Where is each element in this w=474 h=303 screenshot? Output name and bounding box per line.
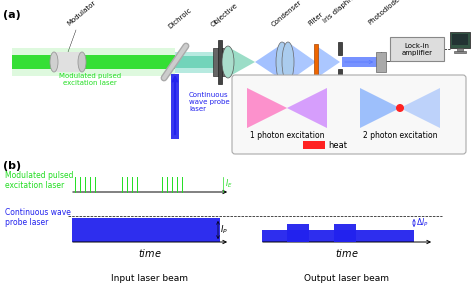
Text: $I_E$: $I_E$ <box>225 178 233 191</box>
Bar <box>338 42 342 55</box>
Polygon shape <box>400 88 440 128</box>
Text: Modulated pulsed
excitation laser: Modulated pulsed excitation laser <box>59 73 121 86</box>
Circle shape <box>396 104 404 112</box>
Polygon shape <box>318 47 340 77</box>
Text: $\it{time}$: $\it{time}$ <box>335 247 359 259</box>
Text: Output laser beam: Output laser beam <box>304 274 390 283</box>
Bar <box>175 52 220 72</box>
Text: Objective: Objective <box>210 2 238 28</box>
Bar <box>376 52 386 72</box>
Ellipse shape <box>276 42 288 82</box>
Ellipse shape <box>78 52 86 72</box>
Polygon shape <box>289 43 316 81</box>
Bar <box>287 224 309 242</box>
Text: Dichroic: Dichroic <box>167 7 193 30</box>
Text: (b): (b) <box>3 161 21 171</box>
Text: Modulator: Modulator <box>66 0 98 27</box>
Polygon shape <box>287 88 327 128</box>
Bar <box>54 52 82 72</box>
Bar <box>457 48 463 51</box>
Bar <box>12 48 175 76</box>
Text: Continuous wave
probe laser: Continuous wave probe laser <box>5 208 71 227</box>
Polygon shape <box>360 88 400 128</box>
Ellipse shape <box>222 46 234 78</box>
Text: Photodiode: Photodiode <box>367 0 401 26</box>
Bar <box>334 224 356 242</box>
Bar <box>390 37 444 61</box>
Bar <box>450 32 470 48</box>
Polygon shape <box>255 42 285 82</box>
Text: $\Delta I_P$: $\Delta I_P$ <box>416 217 428 229</box>
Bar <box>175 56 220 68</box>
Bar <box>171 74 179 139</box>
Polygon shape <box>287 88 327 128</box>
Bar <box>12 55 175 69</box>
Polygon shape <box>230 48 255 76</box>
Text: heat: heat <box>328 141 347 149</box>
Bar <box>72 218 220 242</box>
Bar <box>454 51 466 53</box>
Bar <box>303 141 325 149</box>
Text: $I_P$: $I_P$ <box>220 224 228 236</box>
FancyBboxPatch shape <box>232 75 466 154</box>
Ellipse shape <box>282 42 294 82</box>
Bar <box>213 48 227 76</box>
Text: Lock-in
amplifier: Lock-in amplifier <box>401 42 432 55</box>
Text: Continuous
wave probe
laser: Continuous wave probe laser <box>189 92 229 112</box>
Bar <box>218 40 222 84</box>
Bar <box>452 34 468 45</box>
Text: Modulated pulsed
excitation laser: Modulated pulsed excitation laser <box>5 171 73 190</box>
Bar <box>314 44 318 80</box>
Bar <box>338 69 342 82</box>
Text: 2 photon excitation: 2 photon excitation <box>363 131 437 139</box>
Bar <box>342 57 377 67</box>
Ellipse shape <box>50 52 58 72</box>
Text: Iris diaphragm: Iris diaphragm <box>322 0 365 24</box>
Text: 1 photon excitation: 1 photon excitation <box>250 131 324 139</box>
Polygon shape <box>247 88 287 128</box>
Text: Filter: Filter <box>308 11 325 27</box>
Bar <box>262 230 414 242</box>
Text: Condenser: Condenser <box>271 0 303 28</box>
Polygon shape <box>247 88 287 128</box>
Text: (a): (a) <box>3 10 21 20</box>
Text: $\it{time}$: $\it{time}$ <box>138 247 162 259</box>
Text: Input laser beam: Input laser beam <box>111 274 189 283</box>
